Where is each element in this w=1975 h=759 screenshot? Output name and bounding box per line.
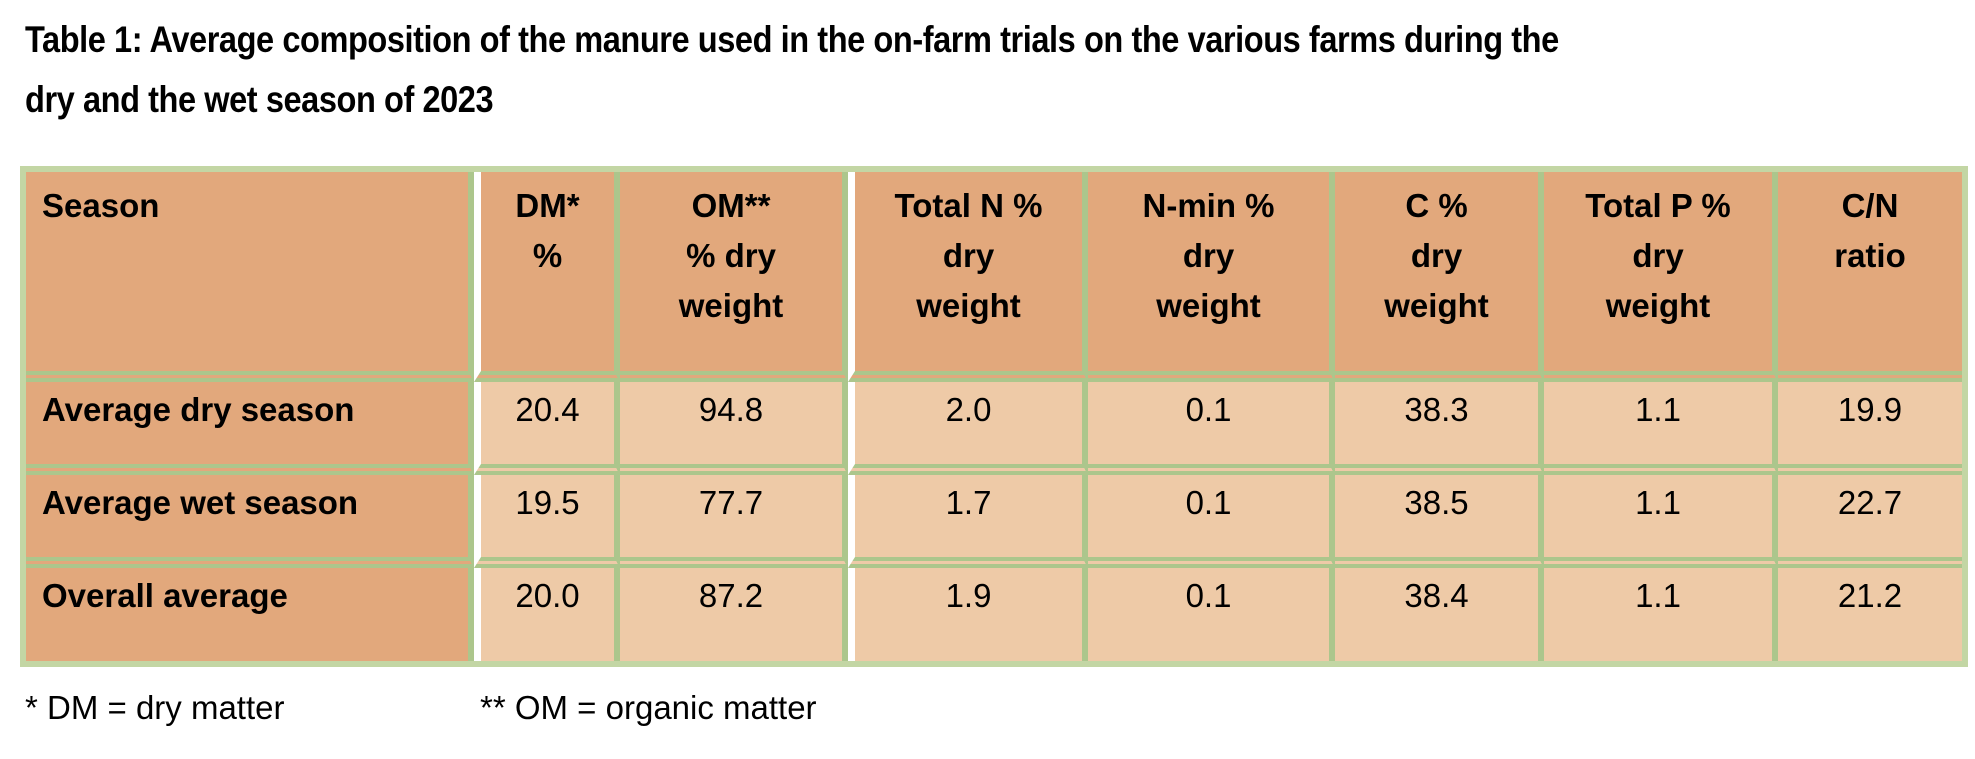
column-header-cn-ratio: C/N ratio (1778, 172, 1962, 382)
column-header-dm: DM*% (474, 172, 620, 382)
table-row: Average dry season 20.4 94.8 2.0 0.1 38.3 1.1 1… (26, 382, 1962, 475)
cell-total-p: 1.1 (1544, 475, 1778, 568)
column-header-line: dry (1632, 237, 1684, 274)
column-header-line: dry (942, 237, 995, 274)
table-header: Season DM*% OM**% dry weight Total N % dry wei… (26, 172, 1962, 382)
column-header-om: OM** % dry weight (620, 172, 848, 382)
cell-c: 38.3 (1335, 382, 1544, 475)
column-header-line: dry (1410, 237, 1463, 274)
column-header-n-min: N-min % dry weight (1088, 172, 1335, 382)
footnotes: * DM = dry matter ** OM = organic matter (25, 689, 1975, 727)
column-header-line: C % (1405, 187, 1468, 224)
table-caption: Table 1: Average composition of the manu… (25, 10, 1741, 130)
table-body: Average dry season 20.4 94.8 2.0 0.1 38.3 1.1 1… (26, 382, 1962, 661)
column-header-line: N-min % (1142, 187, 1275, 224)
table-caption-line2: dry and the wet season of 2023 (25, 79, 494, 120)
cell-dm: 19.5 (474, 475, 620, 568)
column-header-line: weight (1156, 287, 1261, 324)
column-header-line: weight (1605, 287, 1711, 324)
column-header-line: OM** (691, 187, 771, 224)
cell-total-n: 1.7 (848, 475, 1088, 568)
row-label: Average dry season (26, 382, 474, 475)
column-header-line: weight (678, 287, 784, 324)
column-header-line: dry (1182, 237, 1235, 274)
column-header-line: weight (916, 287, 1021, 324)
cell-total-n: 2.0 (848, 382, 1088, 475)
column-header-total-p: Total P % dry weight (1544, 172, 1778, 382)
column-header-line: Season (42, 187, 160, 224)
row-label: Overall average (26, 568, 474, 661)
footnote-om: ** OM = organic matter (480, 689, 817, 726)
cell-total-n: 1.9 (848, 568, 1088, 661)
column-header-line: weight (1384, 287, 1489, 324)
row-label: Average wet season (26, 475, 474, 568)
cell-n-min: 0.1 (1088, 568, 1335, 661)
cell-total-p: 1.1 (1544, 568, 1778, 661)
cell-dm: 20.4 (474, 382, 620, 475)
manure-composition-table: Season DM*% OM**% dry weight Total N % dry wei… (20, 166, 1968, 667)
cell-dm: 20.0 (474, 568, 620, 661)
cell-om: 87.2 (620, 568, 848, 661)
cell-c: 38.5 (1335, 475, 1544, 568)
column-header-line: % dry (686, 237, 776, 274)
cell-c: 38.4 (1335, 568, 1544, 661)
cell-om: 77.7 (620, 475, 848, 568)
table-row: Overall average 20.0 87.2 1.9 0.1 38.4 1.1 21.2 (26, 568, 1962, 661)
column-header-c: C % dry weight (1335, 172, 1544, 382)
table-caption-line1: Table 1: Average composition of the manu… (25, 19, 1559, 60)
column-header-line: % (532, 237, 563, 274)
cell-cn-ratio: 19.9 (1778, 382, 1962, 475)
cell-total-p: 1.1 (1544, 382, 1778, 475)
cell-n-min: 0.1 (1088, 382, 1335, 475)
column-header-line: DM* (515, 187, 580, 224)
cell-n-min: 0.1 (1088, 475, 1335, 568)
column-header-line: Total P % (1585, 187, 1731, 224)
column-header-line: C/N (1841, 187, 1899, 224)
column-header-line: Total N % (894, 187, 1043, 224)
header-row: Season DM*% OM**% dry weight Total N % dry wei… (26, 172, 1962, 382)
table-row: Average wet season 19.5 77.7 1.7 0.1 38.5 1.1 2… (26, 475, 1962, 568)
cell-om: 94.8 (620, 382, 848, 475)
column-header-line: ratio (1834, 237, 1906, 274)
column-header-season: Season (26, 172, 474, 382)
column-header-total-n: Total N % dry weight (848, 172, 1088, 382)
cell-cn-ratio: 21.2 (1778, 568, 1962, 661)
cell-cn-ratio: 22.7 (1778, 475, 1962, 568)
footnote-dm: * DM = dry matter (25, 689, 285, 726)
